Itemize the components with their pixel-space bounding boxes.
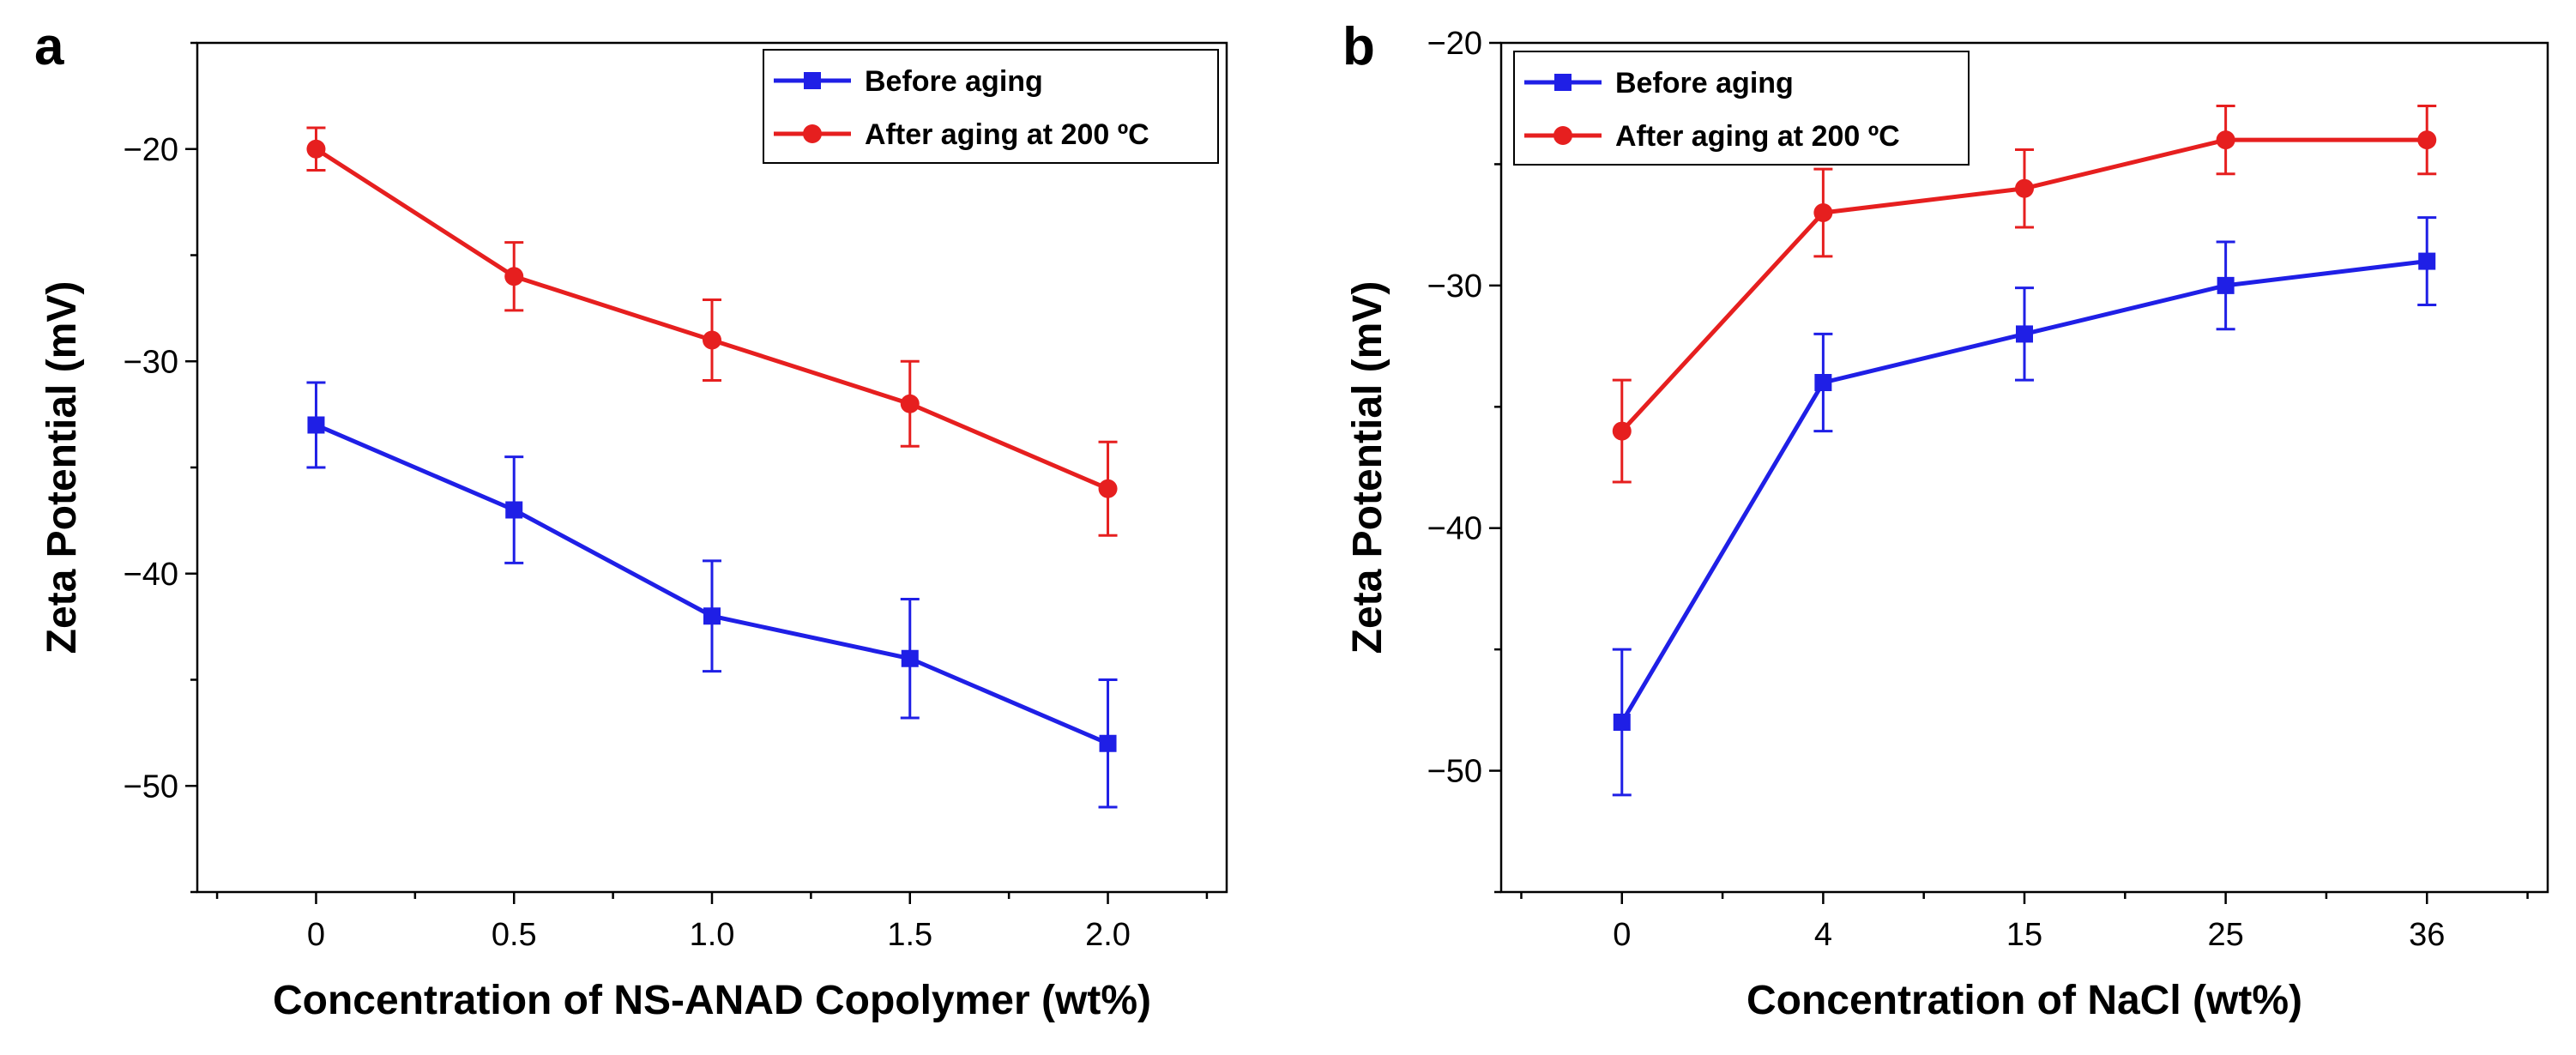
panel-b-after-aging-point xyxy=(2015,178,2034,198)
panel-b-after-aging-point xyxy=(1612,421,1632,441)
panel-b-after-aging-point xyxy=(2417,130,2437,150)
panel-b-after-aging-legend-label: After aging at 200 ºC xyxy=(1615,120,1900,153)
panel-a-x-tick-label: 0 xyxy=(307,917,325,953)
panel-b-before-aging-point xyxy=(1613,714,1631,731)
panel-b-before-aging-point xyxy=(2418,252,2436,270)
panel-b-x-tick-label: 25 xyxy=(2207,917,2243,953)
panel-b-after-aging-legend-marker xyxy=(1553,126,1572,145)
panel-a-after-aging-legend-label: After aging at 200 ºC xyxy=(865,118,1149,151)
panel-b-after-aging-point xyxy=(1813,203,1833,222)
panel-b-legend xyxy=(1513,51,1970,166)
panel-a-y-tick-label: −50 xyxy=(124,769,178,805)
panel-a-before-aging-point xyxy=(505,501,523,519)
panel-b-after-aging-point xyxy=(2216,130,2235,150)
panel-a-after-aging-point xyxy=(306,139,326,159)
panel-b-before-aging-legend-label: Before aging xyxy=(1615,67,1794,99)
panel-a-y-tick-label: −40 xyxy=(124,557,178,593)
panel-b-letter: b xyxy=(1342,17,1375,76)
panel-a-before-aging-point xyxy=(1099,734,1117,752)
panel-a-before-aging-legend-label: Before aging xyxy=(865,65,1043,98)
panel-a: a −50 −40 −30 −20 0 0.5 1.0 1.5 2.0 Concentration … xyxy=(34,17,1228,1023)
panel-a-before-aging-point xyxy=(703,607,721,625)
panel-a-before-aging-point xyxy=(901,649,919,667)
panel-a-after-aging-point xyxy=(504,267,524,286)
panel-a-x-tick-label: 0.5 xyxy=(492,917,537,953)
panel-a-letter: a xyxy=(34,17,64,76)
panel-b-y-tick-label: −30 xyxy=(1427,268,1482,304)
panel-b-x-tick-label: 0 xyxy=(1613,917,1631,953)
panel-b-y-tick-label: −20 xyxy=(1427,26,1482,62)
panel-b-y-tick-label: −50 xyxy=(1427,754,1482,790)
panel-b-y-axis-label: Zeta Potential (mV) xyxy=(1345,281,1391,654)
panel-a-y-axis-label: Zeta Potential (mV) xyxy=(39,281,85,654)
panel-b-before-aging-point xyxy=(2016,325,2033,343)
panel-a-x-tick-label: 2.0 xyxy=(1085,917,1131,953)
panel-b: b −50 −40 −30 −20 0 4 15 25 36 Concentration of Na… xyxy=(1342,17,2549,1023)
panel-b-before-aging-point xyxy=(1814,374,1832,391)
panel-b-x-tick-label: 36 xyxy=(2409,917,2445,953)
panel-b-before-aging-legend-marker xyxy=(1554,74,1572,91)
panel-a-x-tick-label: 1.0 xyxy=(690,917,735,953)
panel-b-x-tick-label: 15 xyxy=(2006,917,2042,953)
panel-a-before-aging-legend-marker xyxy=(804,72,821,89)
panel-a-legend xyxy=(763,49,1219,164)
panel-a-after-aging-point xyxy=(1098,479,1118,498)
panel-a-before-aging-point xyxy=(307,416,325,434)
panel-a-after-aging-point xyxy=(703,330,721,350)
panel-a-after-aging-legend-marker xyxy=(803,124,822,143)
panel-a-y-tick-label: −20 xyxy=(124,132,178,168)
panel-b-before-aging-point xyxy=(2217,276,2235,294)
panel-a-y-tick-label: −30 xyxy=(124,344,178,380)
panel-a-x-tick-label: 1.5 xyxy=(887,917,932,953)
panel-b-x-axis-label: Concentration of NaCl (wt%) xyxy=(1746,978,2302,1023)
panel-a-x-axis-label: Concentration of NS-ANAD Copolymer (wt%) xyxy=(273,978,1151,1023)
panel-b-y-tick-label: −40 xyxy=(1427,511,1482,547)
panel-a-after-aging-point xyxy=(900,394,920,413)
panel-b-x-tick-label: 4 xyxy=(1814,917,1832,953)
